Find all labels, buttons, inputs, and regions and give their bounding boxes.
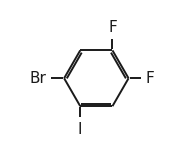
Text: F: F: [108, 20, 117, 35]
Text: I: I: [78, 122, 83, 137]
Text: Br: Br: [29, 71, 46, 86]
Text: F: F: [145, 71, 154, 86]
